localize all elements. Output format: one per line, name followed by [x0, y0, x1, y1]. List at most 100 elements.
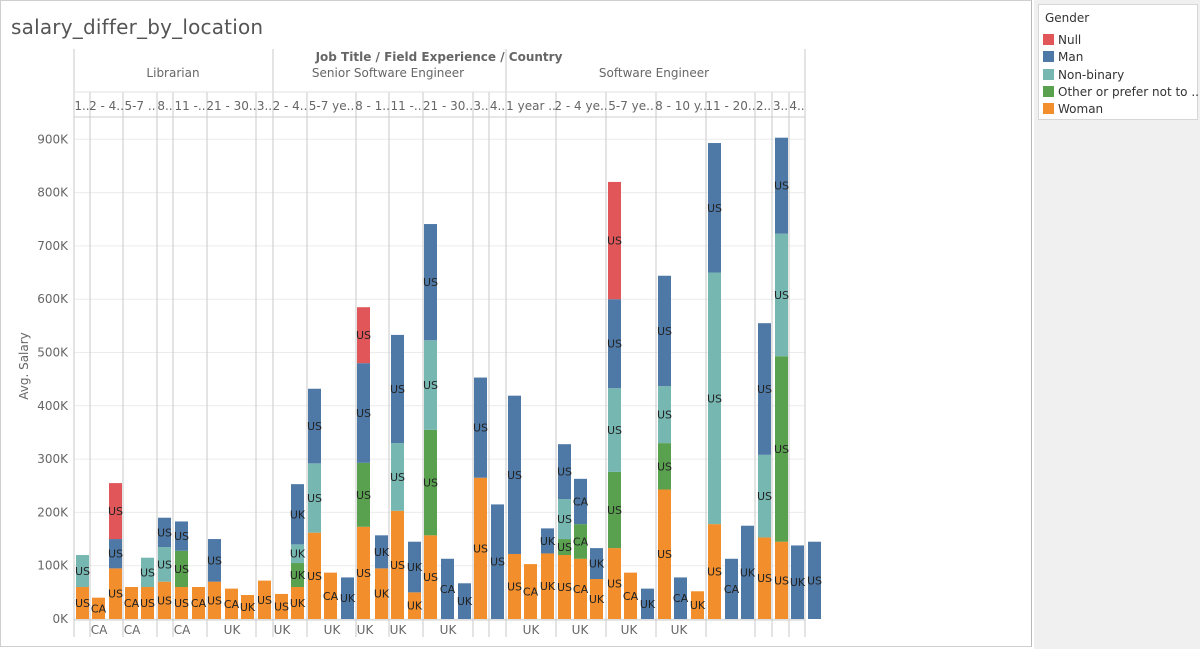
- bar-segment[interactable]: [158, 547, 171, 582]
- bar-stack[interactable]: US: [274, 593, 289, 619]
- bar-segment[interactable]: [708, 524, 721, 619]
- bar-segment[interactable]: [424, 535, 437, 619]
- bar-segment[interactable]: [441, 558, 454, 619]
- bar-stack[interactable]: US US US: [757, 323, 772, 619]
- bar-segment[interactable]: [391, 334, 404, 444]
- bar-stack[interactable]: US US US: [390, 334, 405, 619]
- bar-stack[interactable]: UK UK UK UK: [290, 484, 306, 619]
- bar-segment[interactable]: [658, 275, 671, 387]
- bar-stack[interactable]: US US: [507, 395, 522, 619]
- bar-segment[interactable]: [141, 557, 154, 588]
- bar-segment[interactable]: [375, 568, 388, 619]
- legend[interactable]: Gender Null Man Non-binary Other or pref…: [1038, 4, 1199, 120]
- bar-stack[interactable]: UK: [240, 595, 256, 619]
- bar-segment[interactable]: [691, 591, 704, 619]
- bar-segment[interactable]: [308, 463, 321, 533]
- bar-segment[interactable]: [408, 541, 421, 593]
- bar-segment[interactable]: [291, 484, 304, 545]
- bar-segment[interactable]: [408, 592, 421, 619]
- bar-segment[interactable]: [241, 595, 254, 619]
- bar-segment[interactable]: [758, 454, 771, 538]
- bar-stack[interactable]: CA: [191, 587, 207, 619]
- legend-item-non-binary[interactable]: Non-binary: [1043, 68, 1124, 82]
- bar-stack[interactable]: US US US: [707, 143, 722, 619]
- bar-segment[interactable]: [524, 564, 537, 619]
- bar-stack[interactable]: CA: [673, 577, 689, 619]
- bar-stack[interactable]: US US US US: [557, 444, 572, 619]
- bar-segment[interactable]: [158, 581, 171, 619]
- bar-segment[interactable]: [508, 395, 521, 554]
- bar-stack[interactable]: UK: [790, 545, 806, 619]
- bar-segment[interactable]: [109, 539, 122, 569]
- bar-stack[interactable]: CA: [224, 588, 240, 619]
- bar-stack[interactable]: CA: [91, 597, 107, 619]
- bar-segment[interactable]: [109, 568, 122, 619]
- bar-stack[interactable]: US US: [140, 557, 155, 619]
- legend-item-other[interactable]: Other or prefer not to ..: [1043, 85, 1199, 99]
- bar-segment[interactable]: [674, 577, 687, 619]
- bar-segment[interactable]: [658, 386, 671, 444]
- bar-segment[interactable]: [574, 558, 587, 619]
- bar-segment[interactable]: [558, 444, 571, 500]
- bar-segment[interactable]: [92, 597, 105, 619]
- bar-segment[interactable]: [541, 553, 554, 619]
- bar-segment[interactable]: [175, 587, 188, 619]
- bar-segment[interactable]: [225, 588, 238, 619]
- bar-stack[interactable]: US US US US: [657, 275, 672, 619]
- bar-segment[interactable]: [125, 587, 138, 619]
- bar-segment[interactable]: [175, 550, 188, 588]
- bar-segment[interactable]: [258, 580, 271, 619]
- bar-segment[interactable]: [791, 545, 804, 619]
- bar-stack[interactable]: CA: [440, 558, 456, 619]
- bar-segment[interactable]: [324, 572, 337, 619]
- bar-segment[interactable]: [76, 555, 89, 588]
- bar-segment[interactable]: [608, 181, 621, 300]
- bar-stack[interactable]: US US US: [307, 388, 322, 619]
- bar-segment[interactable]: [708, 272, 721, 525]
- bar-segment[interactable]: [775, 356, 788, 542]
- bar-segment[interactable]: [775, 233, 788, 357]
- bar-segment[interactable]: [658, 443, 671, 490]
- legend-item-man[interactable]: Man: [1043, 50, 1083, 64]
- bar-segment[interactable]: [275, 593, 288, 619]
- bar-segment[interactable]: [624, 572, 637, 619]
- bar-segment[interactable]: [291, 544, 304, 564]
- bar-stack[interactable]: UK UK: [540, 528, 556, 619]
- bar-segment[interactable]: [725, 558, 738, 619]
- bar-stack[interactable]: US US US: [174, 521, 189, 619]
- bar-segment[interactable]: [708, 143, 721, 273]
- bar-segment[interactable]: [141, 587, 154, 619]
- bar-stack[interactable]: CA CA CA: [573, 478, 589, 619]
- bar-segment[interactable]: [109, 483, 122, 540]
- bar-stack[interactable]: CA: [724, 558, 740, 619]
- bar-segment[interactable]: [741, 525, 754, 619]
- bar-segment[interactable]: [658, 489, 671, 619]
- bar-segment[interactable]: [808, 541, 821, 619]
- bar-segment[interactable]: [391, 510, 404, 619]
- bar-segment[interactable]: [558, 499, 571, 540]
- bar-stack[interactable]: US US: [75, 555, 90, 619]
- bar-segment[interactable]: [291, 563, 304, 588]
- bar-segment[interactable]: [76, 587, 89, 619]
- bar-stack[interactable]: US US: [473, 377, 488, 619]
- bar-segment[interactable]: [590, 548, 603, 580]
- bar-segment[interactable]: [391, 443, 404, 511]
- bar-segment[interactable]: [158, 517, 171, 548]
- bar-segment[interactable]: [608, 548, 621, 619]
- legend-item-null[interactable]: Null: [1043, 33, 1081, 47]
- bar-stack[interactable]: US: [807, 541, 822, 619]
- legend-item-woman[interactable]: Woman: [1043, 102, 1103, 116]
- bar-stack[interactable]: US US: [207, 539, 222, 619]
- bar-segment[interactable]: [291, 587, 304, 619]
- bar-segment[interactable]: [574, 524, 587, 559]
- bar-stack[interactable]: UK: [740, 525, 756, 619]
- bar-segment[interactable]: [192, 587, 205, 619]
- bar-stack[interactable]: US US US: [108, 483, 123, 619]
- bar-segment[interactable]: [208, 539, 221, 582]
- bar-stack[interactable]: UK UK: [589, 548, 605, 619]
- bar-segment[interactable]: [458, 583, 471, 619]
- bar-segment[interactable]: [508, 553, 521, 619]
- bar-stack[interactable]: CA: [623, 572, 639, 619]
- bar-stack[interactable]: US: [257, 580, 272, 619]
- bar-segment[interactable]: [424, 340, 437, 430]
